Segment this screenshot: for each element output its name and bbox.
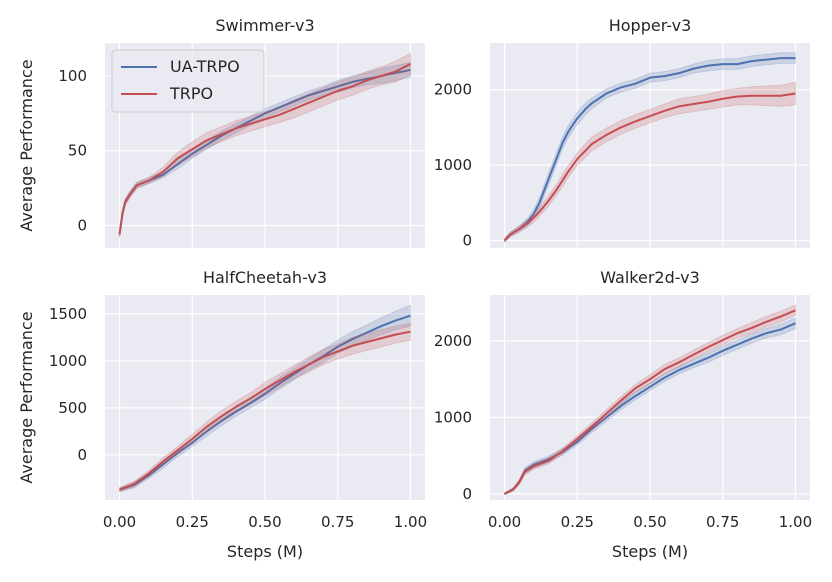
x-tick-label: 0.00 — [488, 513, 521, 531]
y-axis-label: Average Performance — [17, 311, 36, 483]
x-tick-label: 1.00 — [779, 513, 812, 531]
legend-label-trpo: TRPO — [169, 84, 213, 103]
legend-label-ua-trpo: UA-TRPO — [170, 57, 240, 76]
panel-halfcheetah-v3: 0 500 1000 1500 0.00 0.25 0.50 0.75 1.00 HalfChee… — [17, 268, 427, 561]
y-tick-label: 50 — [68, 142, 87, 160]
panel-title: Walker2d-v3 — [600, 268, 700, 287]
x-tick-label: 0.50 — [248, 513, 281, 531]
series-line-ua-trpo — [119, 314, 411, 491]
y-tick-label: 1500 — [49, 305, 87, 323]
y-tick-label: 2000 — [434, 332, 472, 350]
confidence-band-ua-trpo — [504, 52, 796, 243]
y-tick-label: 1000 — [434, 156, 472, 174]
series-line-trpo — [503, 92, 796, 242]
confidence-band-trpo — [504, 304, 796, 496]
series-line-trpo — [118, 63, 411, 235]
panel-title: HalfCheetah-v3 — [203, 268, 327, 287]
y-tick-label: 0 — [462, 231, 472, 249]
x-axis-label: Steps (M) — [227, 542, 303, 561]
x-tick-label: 0.50 — [633, 513, 666, 531]
x-tick-label: 0.25 — [561, 513, 594, 531]
series-line-trpo — [504, 309, 796, 495]
confidence-band-trpo — [504, 81, 796, 243]
x-tick-label: 1.00 — [394, 513, 427, 531]
series-line-ua-trpo — [503, 57, 796, 242]
x-axis-label: Steps (M) — [612, 542, 688, 561]
panel-walker2d-v3: 0 1000 2000 0.00 0.25 0.50 0.75 1.00 Walker2d-v3… — [434, 268, 812, 561]
x-tick-label: 0.00 — [103, 513, 136, 531]
series-line-trpo — [119, 330, 411, 491]
legend: UA-TRPO TRPO — [111, 49, 265, 113]
y-tick-label: 0 — [462, 485, 472, 503]
series-line-ua-trpo — [504, 322, 796, 495]
y-tick-label: 1000 — [49, 352, 87, 370]
y-tick-label: 100 — [58, 67, 87, 85]
x-tick-label: 0.25 — [176, 513, 209, 531]
y-tick-label: 500 — [58, 399, 87, 417]
panel-swimmer-v3: 0 50 100 Swimmer-v3 Average Performance — [17, 16, 425, 248]
panel-title: Hopper-v3 — [609, 16, 692, 35]
y-axis-label: Average Performance — [17, 59, 36, 231]
y-tick-label: 2000 — [434, 81, 472, 99]
y-tick-label: 0 — [77, 446, 87, 464]
y-tick-label: 0 — [77, 217, 87, 235]
x-tick-label: 0.75 — [706, 513, 739, 531]
x-tick-label: 0.75 — [321, 513, 354, 531]
legend-box — [111, 49, 265, 113]
y-tick-label: 1000 — [434, 408, 472, 426]
panel-hopper-v3: 0 1000 2000 Hopper-v3 — [434, 16, 810, 249]
panel-title: Swimmer-v3 — [215, 16, 314, 35]
confidence-band-trpo — [119, 52, 411, 238]
